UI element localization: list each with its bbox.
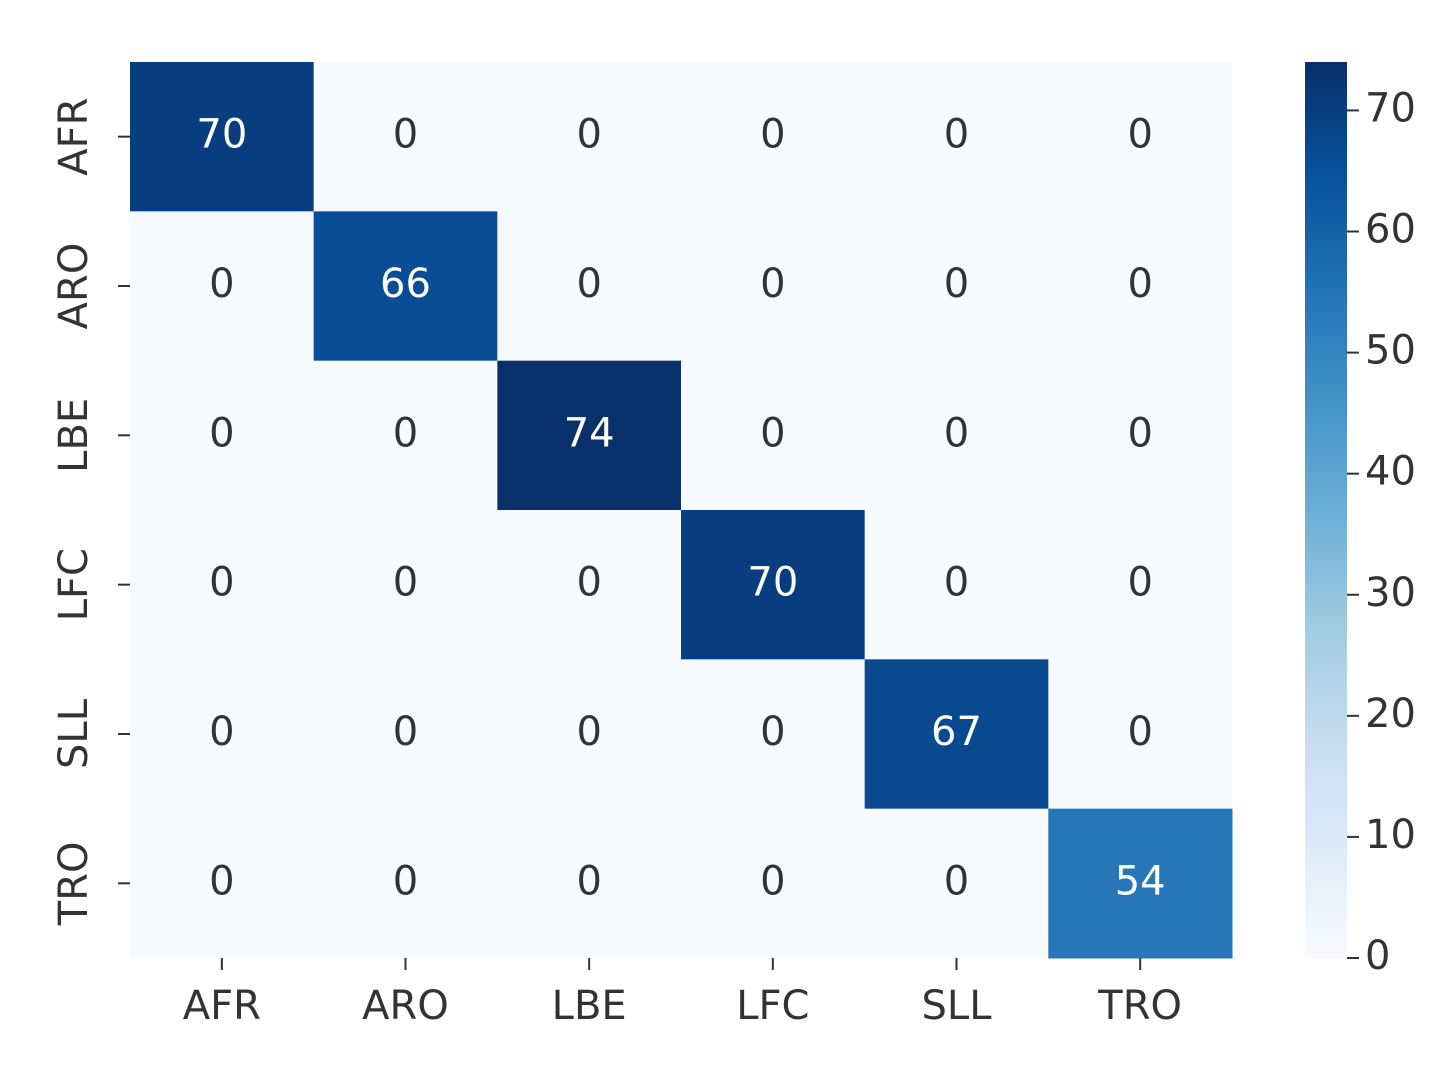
cell-label: 0 <box>760 410 785 456</box>
heatmap-cell <box>497 211 682 362</box>
cell-label: 67 <box>931 709 982 755</box>
colorbar-tick-label: 10 <box>1365 812 1416 858</box>
cell-label: 0 <box>1127 560 1152 606</box>
heatmap-cell <box>864 510 1049 660</box>
y-tick-label: AFR <box>51 98 97 176</box>
y-tick-label: ARO <box>51 243 97 330</box>
colorbar-tick-label: 0 <box>1365 933 1390 979</box>
colorbar-tick-label: 30 <box>1365 570 1416 616</box>
x-tick-label: LFC <box>736 983 809 1029</box>
x-tick-label: LBE <box>552 983 627 1029</box>
cell-label: 0 <box>393 709 418 755</box>
heatmap-cell <box>130 360 315 511</box>
x-tick-label: AFR <box>183 983 261 1029</box>
colorbar-tick-label: 40 <box>1365 449 1416 495</box>
cell-label: 0 <box>209 858 234 904</box>
cell-label: 0 <box>1127 709 1152 755</box>
heatmap-cell <box>864 211 1049 362</box>
cell-label: 0 <box>209 261 234 307</box>
heatmap-cell <box>681 62 866 212</box>
y-tick-label: LBE <box>51 398 97 473</box>
heatmap-cell <box>864 808 1049 959</box>
cell-label: 70 <box>196 112 247 158</box>
heatmap-cell <box>313 510 498 660</box>
cell-label: 74 <box>564 410 615 456</box>
cell-label: 0 <box>760 709 785 755</box>
colorbar-tick-label: 60 <box>1365 207 1416 253</box>
cell-label: 0 <box>944 112 969 158</box>
cell-label: 0 <box>760 858 785 904</box>
cell-label: 0 <box>760 112 785 158</box>
heatmap-cell <box>130 62 315 212</box>
heatmap-cell <box>681 360 866 511</box>
heatmap-cell <box>130 659 315 810</box>
cell-label: 0 <box>576 709 601 755</box>
y-tick-label: SLL <box>51 698 97 769</box>
heatmap-cell <box>1048 659 1233 810</box>
heatmap-cell <box>681 211 866 362</box>
heatmap-cell <box>681 808 866 959</box>
heatmap-cell <box>497 62 682 212</box>
cell-label: 0 <box>576 560 601 606</box>
heatmap-cell <box>1048 211 1233 362</box>
heatmap-cell <box>864 360 1049 511</box>
cell-label: 0 <box>760 261 785 307</box>
heatmap-cell <box>864 62 1049 212</box>
x-tick-label: SLL <box>922 983 993 1029</box>
cell-label: 0 <box>393 560 418 606</box>
cell-label: 0 <box>576 858 601 904</box>
cell-label: 0 <box>1127 112 1152 158</box>
cell-label: 0 <box>209 410 234 456</box>
cell-label: 0 <box>944 261 969 307</box>
heatmap-cell <box>1048 808 1233 959</box>
cell-label: 0 <box>393 858 418 904</box>
cell-label: 0 <box>393 112 418 158</box>
cell-label: 54 <box>1115 858 1166 904</box>
cell-label: 0 <box>576 261 601 307</box>
heatmap-cell <box>497 659 682 810</box>
heatmap-cell <box>130 211 315 362</box>
colorbar-tick-label: 20 <box>1365 691 1416 737</box>
heatmap-cell <box>313 360 498 511</box>
colorbar-tick-label: 70 <box>1365 85 1416 131</box>
heatmap-cell <box>497 360 682 511</box>
cell-label: 0 <box>944 858 969 904</box>
y-tick-label: LFC <box>51 548 97 621</box>
cell-label: 0 <box>209 709 234 755</box>
cell-label: 70 <box>747 560 798 606</box>
cell-label: 0 <box>393 410 418 456</box>
heatmap-cell <box>497 510 682 660</box>
x-tick-label: TRO <box>1097 983 1182 1029</box>
heatmap-cell <box>313 808 498 959</box>
cell-label: 66 <box>380 261 431 307</box>
heatmap-cell <box>130 510 315 660</box>
cell-label: 0 <box>1127 261 1152 307</box>
heatmap-cell <box>130 808 315 959</box>
heatmap-cell <box>864 659 1049 810</box>
heatmap-cell <box>681 659 866 810</box>
cell-label: 0 <box>944 560 969 606</box>
heatmap-cell <box>1048 360 1233 511</box>
heatmap-cell <box>497 808 682 959</box>
heatmap-cell <box>681 510 866 660</box>
colorbar <box>1305 62 1347 958</box>
cell-label: 0 <box>209 560 234 606</box>
y-tick-label: TRO <box>51 841 97 926</box>
heatmap-cell <box>1048 510 1233 660</box>
heatmap-cell <box>313 659 498 810</box>
heatmap-cell <box>1048 62 1233 212</box>
heatmap-cell <box>313 211 498 362</box>
colorbar-tick-label: 50 <box>1365 328 1416 374</box>
heatmap-cell <box>313 62 498 212</box>
cell-label: 0 <box>576 112 601 158</box>
cell-label: 0 <box>944 410 969 456</box>
x-tick-label: ARO <box>362 983 449 1029</box>
cell-label: 0 <box>1127 410 1152 456</box>
